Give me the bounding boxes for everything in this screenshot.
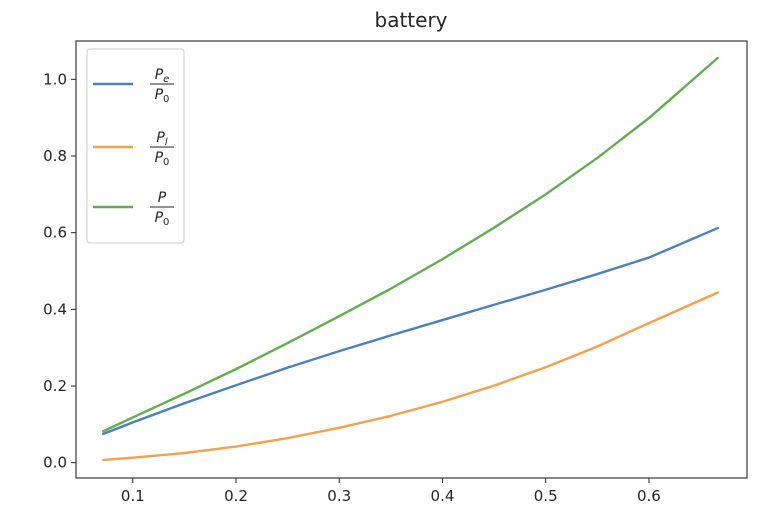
legend-box (86, 48, 185, 244)
x-tick-label: 0.3 (327, 487, 351, 505)
series-line-3 (102, 56, 719, 433)
x-tick-label: 0.1 (121, 487, 145, 505)
legend-numerator: P (158, 190, 167, 206)
series-lines (102, 56, 719, 462)
plot-background (76, 41, 747, 478)
legend-numerator: Pl (156, 130, 167, 148)
plot-area (76, 41, 747, 478)
axes-frame (75, 40, 748, 479)
y-tick-label: 0.4 (43, 300, 67, 318)
y-tick-label: 0.0 (43, 454, 67, 472)
y-tick-label: 0.2 (43, 377, 67, 395)
y-tick-label: 1.0 (43, 70, 67, 88)
y-tick-label: 0.6 (43, 224, 67, 242)
series-line-1 (102, 226, 719, 436)
x-tick-label: 0.2 (224, 487, 248, 505)
x-tick-label: 0.6 (637, 487, 661, 505)
x-tick-label: 0.4 (431, 487, 455, 505)
y-tick-label: 0.8 (43, 147, 67, 165)
x-tick-label: 0.5 (534, 487, 558, 505)
axes: 0.1 0.2 0.3 0.4 0.5 0.6 0.0 0.2 0.4 0.6 0.8 1.0 (43, 40, 748, 505)
chart-title: battery (375, 8, 448, 32)
series-line-2 (102, 291, 719, 462)
